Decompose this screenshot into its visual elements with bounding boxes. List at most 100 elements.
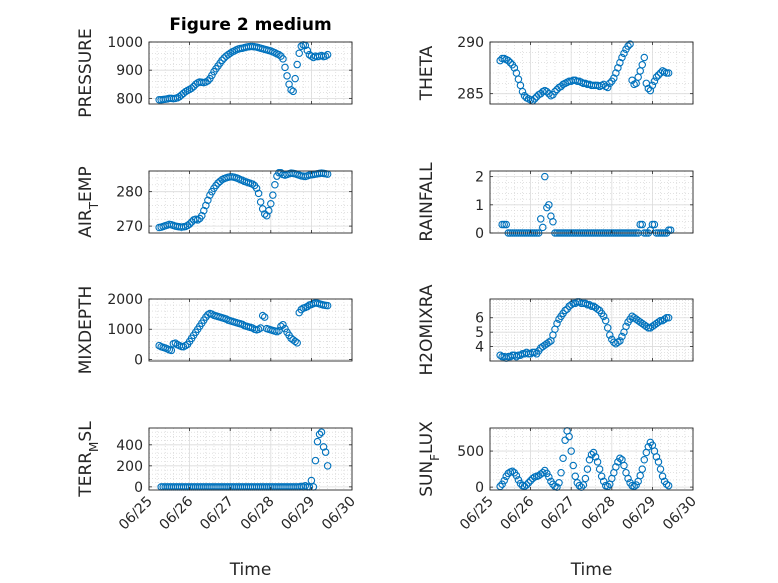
data-point xyxy=(500,220,508,229)
data-point xyxy=(591,453,600,461)
data-point xyxy=(640,455,649,464)
data-point xyxy=(569,461,577,470)
data-point xyxy=(616,454,624,463)
data-point xyxy=(585,301,594,309)
data-point xyxy=(498,480,506,488)
y-tick-label: 0 xyxy=(475,480,484,496)
data-point xyxy=(271,181,279,189)
data-point xyxy=(193,216,202,224)
y-tick-label: 0 xyxy=(134,352,143,368)
y-tick-label: 5 xyxy=(475,325,484,341)
axes-box xyxy=(148,41,353,105)
data-point xyxy=(295,49,303,58)
y-tick-label: 2 xyxy=(475,170,484,186)
data-point xyxy=(593,305,602,313)
y-tick-label: 290 xyxy=(457,35,484,51)
data-point xyxy=(254,189,263,198)
data-point xyxy=(297,42,305,50)
data-point xyxy=(323,301,332,310)
data-point xyxy=(559,454,567,463)
data-point xyxy=(593,458,602,466)
subplot-mixdepth: 0 1000 2000 MIXDEPTH xyxy=(76,286,353,375)
data-point xyxy=(171,339,180,347)
data-point xyxy=(323,50,332,59)
data-point xyxy=(553,319,561,328)
y-tick-label: 1 xyxy=(475,198,484,214)
data-point xyxy=(650,77,659,86)
data-point xyxy=(638,60,646,69)
subplot-air-temp: 270 280 AIRTEMP xyxy=(76,166,353,238)
data-point xyxy=(571,472,580,481)
axes-box xyxy=(148,298,353,362)
data-point xyxy=(277,322,285,330)
data-point xyxy=(512,352,521,361)
data-point xyxy=(650,220,659,229)
data-point xyxy=(587,302,596,310)
y-axis-label: MIXDEPTH xyxy=(76,286,96,375)
data-point xyxy=(662,480,671,488)
data-point xyxy=(279,320,287,329)
data-point xyxy=(502,220,510,229)
data-point xyxy=(644,442,653,451)
x-axis-label: Time xyxy=(229,560,272,580)
data-point xyxy=(622,322,630,331)
data-point xyxy=(293,339,301,347)
data-point xyxy=(632,481,640,489)
axes-box xyxy=(489,170,694,234)
data-point xyxy=(654,71,663,79)
data-point xyxy=(528,474,537,483)
data-point xyxy=(648,81,657,90)
y-axis-label: TERRMSL xyxy=(76,421,101,498)
data-point xyxy=(293,60,301,69)
data-point xyxy=(597,472,606,481)
data-point xyxy=(620,49,628,58)
data-point xyxy=(297,305,305,314)
data-point xyxy=(303,46,312,55)
data-point xyxy=(283,72,291,80)
axes-box xyxy=(148,170,353,234)
y-tick-label: 900 xyxy=(116,63,143,79)
data-point xyxy=(524,479,533,487)
axes-box xyxy=(489,41,694,105)
axes-background xyxy=(490,171,693,233)
data-point xyxy=(167,346,176,355)
data-point xyxy=(226,49,234,58)
data-point xyxy=(321,448,330,456)
data-point xyxy=(636,471,644,480)
data-point xyxy=(516,351,525,359)
data-point xyxy=(506,58,515,67)
data-point xyxy=(575,481,584,490)
data-point xyxy=(500,476,508,485)
data-series xyxy=(155,299,332,355)
data-point xyxy=(599,477,608,486)
data-point xyxy=(189,82,198,91)
data-point xyxy=(530,95,539,103)
data-point xyxy=(557,468,565,477)
data-point xyxy=(545,338,553,347)
data-point xyxy=(567,447,575,455)
data-point xyxy=(218,56,226,65)
data-point xyxy=(321,52,330,60)
data-point xyxy=(281,324,289,333)
y-tick-label: 1000 xyxy=(107,322,143,338)
y-tick-label: 6 xyxy=(475,311,484,327)
data-series xyxy=(155,41,332,104)
data-point xyxy=(514,476,523,484)
data-series xyxy=(496,298,673,362)
data-series xyxy=(157,428,332,491)
data-point xyxy=(287,86,295,94)
data-point xyxy=(315,430,324,439)
data-point xyxy=(311,456,320,465)
y-axis-label: AIRTEMP xyxy=(76,166,101,237)
y-tick-label: 0 xyxy=(475,226,484,242)
data-point xyxy=(545,473,553,481)
data-point xyxy=(555,479,563,487)
data-point xyxy=(652,73,661,81)
data-point xyxy=(508,467,517,476)
data-point xyxy=(279,55,287,63)
y-axis-label: H2OMIXRA xyxy=(417,284,437,375)
data-point xyxy=(248,180,257,188)
data-point xyxy=(664,69,673,77)
data-point xyxy=(317,428,326,436)
